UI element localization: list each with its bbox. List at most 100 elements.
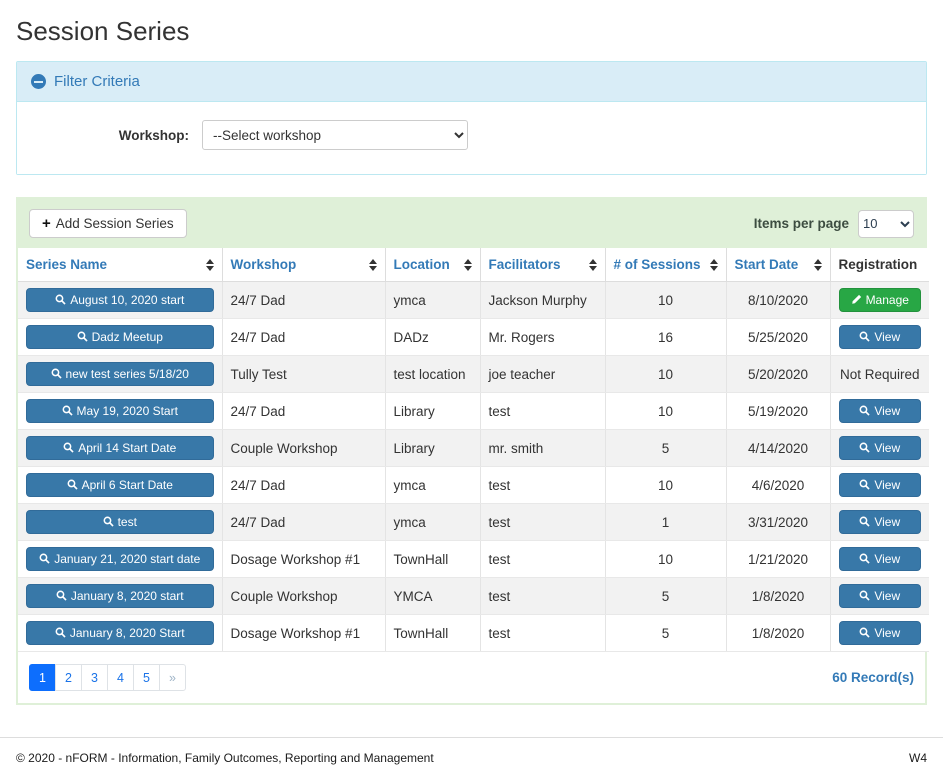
series-name-label: April 14 Start Date	[78, 441, 177, 455]
table-row: January 21, 2020 start date Dosage Worksh…	[18, 540, 929, 578]
start-date-cell: 4/14/2020	[725, 429, 830, 467]
column-header-series-name[interactable]: Series Name	[18, 248, 222, 282]
sessions-cell: 5	[604, 614, 726, 652]
table-toolbar: + Add Session Series Items per page 10	[18, 199, 925, 248]
column-header-start-date[interactable]: Start Date	[725, 248, 830, 282]
location-cell: YMCA	[384, 577, 480, 615]
search-icon	[859, 331, 870, 342]
column-header-of-sessions[interactable]: # of Sessions	[604, 248, 726, 282]
series-name-label: new test series 5/18/20	[65, 367, 189, 381]
view-registration-button[interactable]: View	[838, 473, 921, 497]
table-row: Dadz Meetup 24/7 Dad DADz Mr. Rogers 16 5/25/…	[18, 318, 929, 356]
column-label: Workshop	[230, 257, 297, 272]
sort-icon[interactable]	[709, 258, 718, 271]
column-header-facilitators[interactable]: Facilitators	[479, 248, 605, 282]
series-name-button[interactable]: January 8, 2020 start	[26, 584, 214, 608]
view-label: View	[874, 589, 901, 603]
sessions-cell: 10	[604, 355, 726, 393]
facilitators-cell: test	[479, 540, 605, 578]
location-cell: test location	[384, 355, 480, 393]
column-header-workshop[interactable]: Workshop	[221, 248, 385, 282]
view-registration-button[interactable]: View	[838, 436, 921, 460]
sort-icon[interactable]	[463, 258, 472, 271]
series-name-button[interactable]: April 6 Start Date	[26, 473, 214, 497]
page-title: Session Series	[16, 16, 190, 46]
manage-registration-button[interactable]: Manage	[838, 288, 921, 312]
pagination-next-button[interactable]: »	[159, 664, 186, 691]
registration-cell: View	[829, 614, 929, 652]
series-name-label: January 8, 2020 Start	[69, 626, 185, 640]
table-row: new test series 5/18/20 Tully Test test lo…	[18, 355, 929, 393]
sort-icon[interactable]	[368, 258, 377, 271]
workshop-cell: Tully Test	[221, 355, 385, 393]
facilitators-cell: test	[479, 466, 605, 504]
view-registration-button[interactable]: View	[838, 399, 921, 423]
column-label: Registration	[838, 257, 918, 272]
start-date-cell: 4/6/2020	[725, 466, 830, 504]
table-row: April 14 Start Date Couple Workshop Librar…	[18, 429, 929, 467]
search-icon	[55, 294, 66, 305]
series-name-button[interactable]: April 14 Start Date	[26, 436, 214, 460]
page-container: Session Series Filter Criteria Workshop:…	[16, 16, 929, 705]
workshop-select[interactable]: --Select workshop	[202, 120, 468, 150]
add-session-series-button[interactable]: + Add Session Series	[29, 209, 187, 238]
filter-criteria-header[interactable]: Filter Criteria	[17, 62, 926, 102]
session-series-table: Series Name Workshop Location Facilitators #…	[18, 248, 929, 652]
series-name-button[interactable]: January 8, 2020 Start	[26, 621, 214, 645]
series-name-label: January 8, 2020 start	[70, 589, 184, 603]
series-name-button[interactable]: August 10, 2020 start	[26, 288, 214, 312]
start-date-cell: 1/21/2020	[725, 540, 830, 578]
facilitators-cell: test	[479, 614, 605, 652]
pagination-page-4[interactable]: 4	[107, 664, 134, 691]
table-row: January 8, 2020 Start Dosage Workshop #1 T…	[18, 614, 929, 652]
items-per-page-select[interactable]: 10	[858, 209, 914, 238]
series-name-label: August 10, 2020 start	[70, 293, 185, 307]
location-cell: Library	[384, 392, 480, 430]
workshop-cell: Couple Workshop	[221, 577, 385, 615]
column-header-location[interactable]: Location	[384, 248, 480, 282]
view-label: View	[874, 330, 901, 344]
pagination-page-1[interactable]: 1	[29, 664, 56, 691]
view-registration-button[interactable]: View	[838, 547, 921, 571]
pagination-page-5[interactable]: 5	[133, 664, 160, 691]
series-name-button[interactable]: test	[26, 510, 214, 534]
workshop-label: Workshop:	[118, 127, 189, 143]
workshop-cell: Dosage Workshop #1	[221, 614, 385, 652]
view-registration-button[interactable]: View	[838, 584, 921, 608]
series-name-button[interactable]: May 19, 2020 Start	[26, 399, 214, 423]
view-registration-button[interactable]: View	[838, 510, 921, 534]
column-label: # of Sessions	[613, 257, 701, 272]
view-registration-button[interactable]: View	[838, 621, 921, 645]
search-icon	[55, 627, 66, 638]
location-cell: ymca	[384, 281, 480, 319]
start-date-cell: 5/20/2020	[725, 355, 830, 393]
start-date-cell: 1/8/2020	[725, 577, 830, 615]
sort-icon[interactable]	[813, 258, 822, 271]
registration-not-required-text: Not Required	[839, 366, 920, 382]
series-name-button[interactable]: Dadz Meetup	[26, 325, 214, 349]
column-label: Series Name	[26, 257, 108, 272]
registration-cell: View	[829, 540, 929, 578]
pagination-page-2[interactable]: 2	[55, 664, 82, 691]
view-label: View	[874, 626, 901, 640]
series-name-label: Dadz Meetup	[91, 330, 163, 344]
sessions-cell: 5	[604, 577, 726, 615]
series-name-button[interactable]: January 21, 2020 start date	[26, 547, 214, 571]
sort-icon[interactable]	[205, 258, 214, 271]
search-icon	[859, 442, 870, 453]
facilitators-cell: test	[479, 392, 605, 430]
registration-cell: View	[829, 577, 929, 615]
table-row: January 8, 2020 start Couple Workshop YMCA…	[18, 577, 929, 615]
table-row: April 6 Start Date 24/7 Dad ymca test 10 4/6/…	[18, 466, 929, 504]
pencil-icon	[851, 294, 861, 304]
series-name-label: April 6 Start Date	[81, 478, 173, 492]
pagination-page-3[interactable]: 3	[81, 664, 108, 691]
sort-icon[interactable]	[588, 258, 597, 271]
workshop-cell: Dosage Workshop #1	[221, 540, 385, 578]
registration-cell: Manage	[829, 281, 929, 319]
column-header-registration: Registration	[829, 248, 929, 282]
view-registration-button[interactable]: View	[838, 325, 921, 349]
sessions-cell: 1	[604, 503, 726, 541]
registration-cell: View	[829, 392, 929, 430]
series-name-button[interactable]: new test series 5/18/20	[26, 362, 214, 386]
